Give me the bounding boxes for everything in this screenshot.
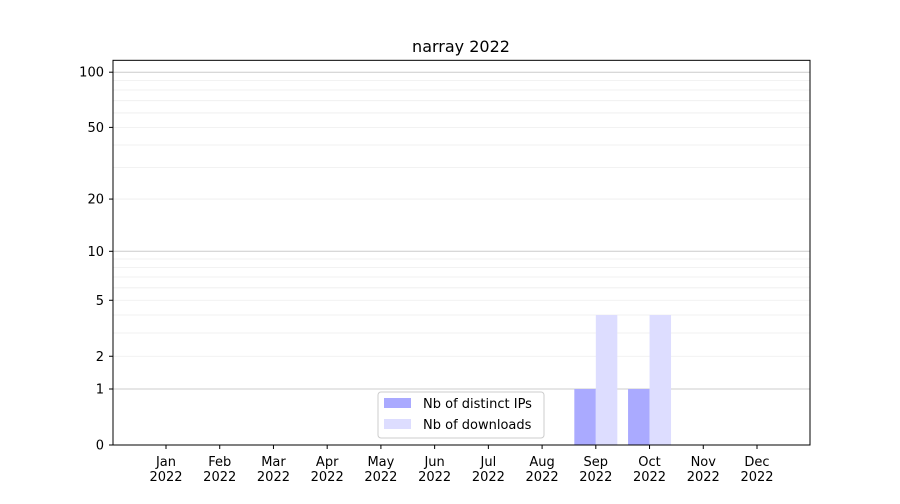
x-tick-label: Feb 2022 <box>203 455 236 485</box>
bar <box>649 314 672 445</box>
x-tick-label: Jan 2022 <box>149 455 182 485</box>
y-tick-label: 100 <box>79 66 104 81</box>
legend-swatch <box>384 419 411 429</box>
legend-label: Nb of downloads <box>423 418 532 433</box>
y-tick-label: 5 <box>96 294 104 309</box>
x-tick-label: Oct 2022 <box>633 455 666 485</box>
x-tick-label-line: Mar <box>261 455 286 470</box>
x-tick-label-line: Oct <box>638 455 660 470</box>
x-tick-label-line: 2022 <box>579 470 612 485</box>
legend-box <box>377 391 545 439</box>
x-tick-label-line: Sep <box>584 455 609 470</box>
legend: Nb of distinct IPs Nb of downloads <box>377 391 545 439</box>
x-tick-label: Jun 2022 <box>418 455 451 485</box>
x-tick-label-line: Apr <box>316 455 339 470</box>
x-tick-label-line: 2022 <box>418 470 451 485</box>
x-tick-label-line: 2022 <box>257 470 290 485</box>
x-tick-label-line: 2022 <box>149 470 182 485</box>
x-tick-label-line: 2022 <box>311 470 344 485</box>
y-tick-label: 2 <box>96 350 104 365</box>
x-tick-label-line: Jan <box>155 455 176 470</box>
bar <box>628 389 650 445</box>
x-tick-label-line: Jul <box>480 455 497 470</box>
x-tick-label-line: 2022 <box>740 470 773 485</box>
x-tick-label-line: 2022 <box>687 470 720 485</box>
y-tick-label: 0 <box>96 439 104 454</box>
x-tick-label-line: Feb <box>208 455 231 470</box>
chart-title: narray 2022 <box>412 37 510 56</box>
y-tick-label: 50 <box>87 121 104 136</box>
x-tick-label: Jul 2022 <box>472 455 505 485</box>
bar <box>595 314 618 445</box>
bars <box>574 314 672 445</box>
x-tick-label-line: 2022 <box>203 470 236 485</box>
x-tick-label: Dec 2022 <box>740 455 773 485</box>
y-tick-label: 1 <box>96 383 104 398</box>
legend-swatch <box>384 398 411 408</box>
x-tick-label-line: May <box>367 455 394 470</box>
x-tick-label-line: 2022 <box>472 470 505 485</box>
x-tick-label-line: Jun <box>423 455 444 470</box>
bar <box>574 389 596 445</box>
grid <box>113 71 810 390</box>
x-tick-label-line: Dec <box>744 455 769 470</box>
x-tick-label: Aug 2022 <box>526 455 559 485</box>
x-tick-label: Mar 2022 <box>257 455 290 485</box>
x-tick-label: Sep 2022 <box>579 455 612 485</box>
legend-label: Nb of distinct IPs <box>423 397 532 412</box>
plot-frame <box>112 59 811 446</box>
y-tick-label: 10 <box>87 245 104 260</box>
y-tick-label: 20 <box>87 193 104 208</box>
x-tick-label-line: 2022 <box>364 470 397 485</box>
x-tick-label-line: Aug <box>529 455 554 470</box>
x-tick-label: Apr 2022 <box>311 455 344 485</box>
x-tick-label-line: 2022 <box>526 470 559 485</box>
x-tick-label: Nov 2022 <box>687 455 720 485</box>
x-tick-label-line: Nov <box>691 455 717 470</box>
x-tick-label: May 2022 <box>364 455 397 485</box>
x-tick-label-line: 2022 <box>633 470 666 485</box>
